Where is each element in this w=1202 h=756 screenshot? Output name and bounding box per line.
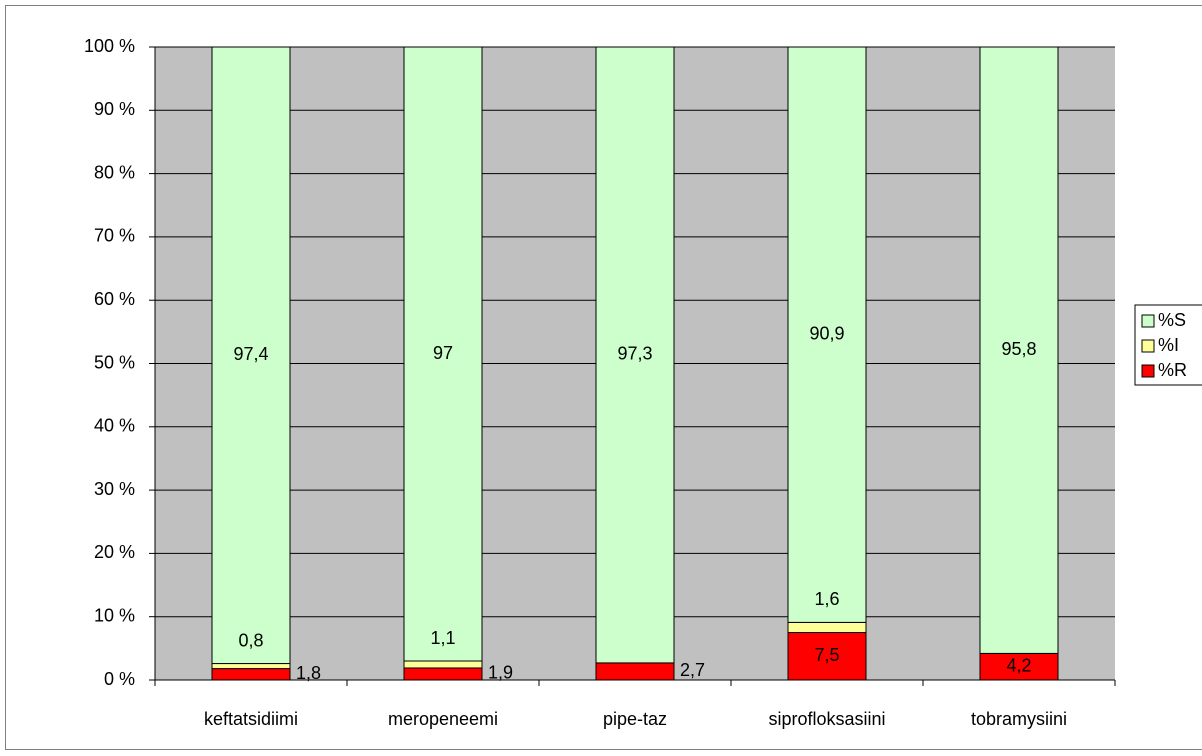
data-label: 1,8 xyxy=(296,663,321,683)
bar-segment xyxy=(403,660,483,669)
x-tick-label: pipe-taz xyxy=(603,709,667,729)
legend-swatch xyxy=(1141,364,1155,378)
legend-swatch xyxy=(1141,339,1155,353)
bar-segment xyxy=(595,662,675,681)
y-tick-label: 80 % xyxy=(94,162,135,182)
data-label: 1,6 xyxy=(814,589,839,609)
y-tick-label: 60 % xyxy=(94,289,135,309)
bar-segment xyxy=(403,46,483,662)
x-tick-label: keftatsidiimi xyxy=(204,709,298,729)
bar-segment xyxy=(979,652,1059,681)
bar-segment xyxy=(979,46,1059,654)
bar-segment xyxy=(403,667,483,681)
legend-label: %I xyxy=(1158,335,1179,355)
data-label: 0,8 xyxy=(238,630,263,650)
data-label: 97 xyxy=(433,343,453,363)
bar-segment xyxy=(211,663,291,670)
data-label: 97,3 xyxy=(617,344,652,364)
data-label: 1,9 xyxy=(488,663,513,683)
bar-segment xyxy=(787,632,867,681)
bar-segment xyxy=(595,46,675,664)
y-tick-label: 30 % xyxy=(94,479,135,499)
y-tick-label: 50 % xyxy=(94,352,135,372)
legend-label: %S xyxy=(1158,310,1186,330)
x-tick-label: tobramysiini xyxy=(971,709,1067,729)
y-tick-label: 0 % xyxy=(104,669,135,689)
data-label: 97,4 xyxy=(233,344,268,364)
data-label: 90,9 xyxy=(809,323,844,343)
bar-segment xyxy=(211,46,291,665)
data-label: 4,2 xyxy=(1006,655,1031,675)
bar-segment xyxy=(787,46,867,623)
data-label: 2,7 xyxy=(680,660,705,680)
bar-segment xyxy=(787,621,867,634)
x-tick-label: siprofloksasiini xyxy=(768,709,885,729)
x-tick-label: meropeneemi xyxy=(388,709,498,729)
y-tick-label: 70 % xyxy=(94,226,135,246)
data-label: 7,5 xyxy=(814,645,839,665)
data-label: 1,1 xyxy=(430,628,455,648)
y-tick-label: 10 % xyxy=(94,605,135,625)
data-label: 95,8 xyxy=(1001,339,1036,359)
y-tick-label: 100 % xyxy=(84,36,135,56)
bar-segment xyxy=(211,668,291,681)
legend-label: %R xyxy=(1158,360,1187,380)
legend-swatch xyxy=(1141,314,1155,328)
y-tick-label: 20 % xyxy=(94,542,135,562)
y-tick-label: 90 % xyxy=(94,99,135,119)
y-tick-label: 40 % xyxy=(94,416,135,436)
